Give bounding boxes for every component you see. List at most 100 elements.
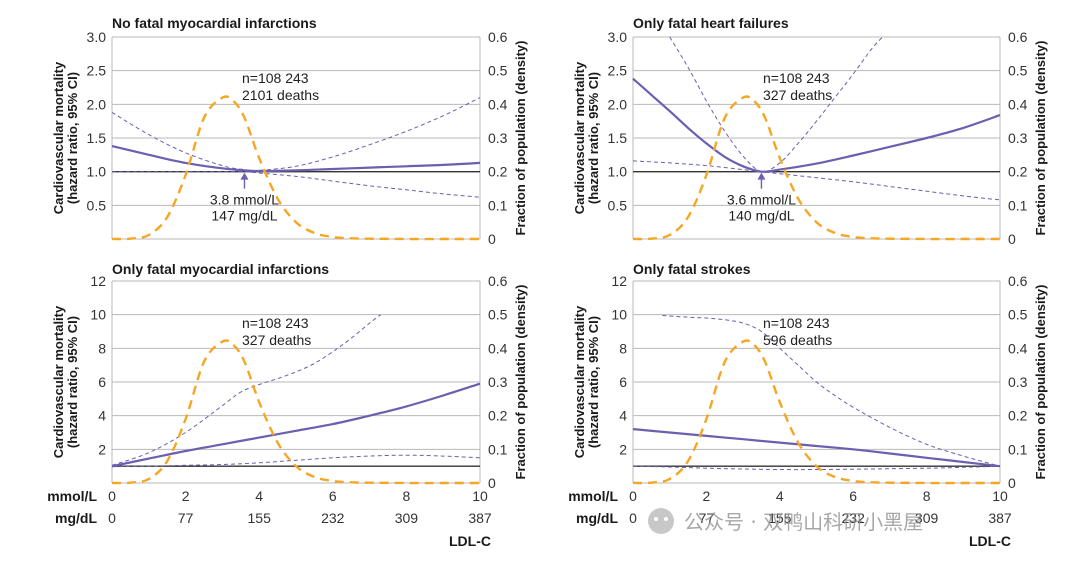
y-axis-title-line1: Cardiovascular mortality (51, 61, 66, 214)
chart-panel-2: Only fatal heart failures 3.0 2.5 2.0 1.5 1.0… (572, 15, 1048, 247)
y-tick-label: 2.0 (87, 96, 107, 112)
y2-tick-label: 0.4 (488, 340, 508, 356)
y2-tick-label: 0.5 (488, 63, 508, 79)
y2-tick-label: 0.4 (1008, 340, 1028, 356)
series-ci-lower-line (632, 160, 1001, 201)
y-tick-label: 12 (90, 273, 106, 289)
nadir-arrow-head (757, 172, 766, 180)
y-tick-label: 4 (98, 408, 106, 424)
x-tick-mmol: 10 (472, 488, 488, 504)
y-axis-title-line1: Cardiovascular mortality (572, 61, 587, 214)
chart-panel-1: No fatal myocardial infarctions 3.0 2.5 2.0… (51, 15, 528, 247)
x-tick-mgdl: 309 (395, 510, 419, 526)
x-tick-mmol: 8 (403, 488, 411, 504)
wechat-logo-eye-icon (664, 517, 668, 521)
y2-tick-label: 0 (1008, 475, 1016, 491)
series-density-line (632, 339, 1000, 485)
y-axis-title-line2: (hazard ratio, 95% CI) (65, 72, 80, 204)
y-tick-label: 1.0 (608, 164, 628, 180)
y2-axis-title: Fraction of population (density) (513, 41, 528, 236)
x-tick-mgdl: 77 (699, 510, 715, 526)
y-tick-label: 12 (611, 273, 627, 289)
series-hr-line (111, 382, 481, 468)
y2-tick-label: 0.2 (1008, 408, 1028, 424)
y2-tick-label: 0.3 (1008, 374, 1028, 390)
y-tick-label: 0.5 (608, 197, 628, 213)
y2-tick-label: 0.1 (1008, 441, 1028, 457)
y-tick-label: 2.5 (87, 63, 107, 79)
y2-tick-label: 0.1 (488, 441, 508, 457)
y-axis-title-line1: Cardiovascular mortality (572, 305, 587, 458)
wechat-logo-eye-icon (654, 517, 658, 521)
y-tick-label: 6 (98, 374, 106, 390)
series-ci-upper-line (669, 36, 883, 173)
y-axis-title-line2: (hazard ratio, 95% CI) (586, 316, 601, 448)
series-ci-lower-line (111, 171, 481, 198)
y2-tick-label: 0 (488, 231, 496, 247)
y2-tick-label: 0.5 (1008, 307, 1028, 323)
x-tick-mmol: 4 (776, 488, 784, 504)
x-tick-mgdl: 232 (321, 510, 345, 526)
annotation-deaths: 596 deaths (763, 332, 832, 348)
y2-tick-label: 0.6 (488, 273, 508, 289)
series-ci-upper-line (111, 97, 481, 172)
series-hr-line (632, 428, 1001, 468)
x-tick-mgdl: 0 (629, 510, 637, 526)
y-tick-label: 10 (90, 307, 106, 323)
x-tick-mgdl: 387 (988, 510, 1012, 526)
y2-tick-label: 0.4 (1008, 96, 1028, 112)
x-tick-mgdl: 155 (248, 510, 272, 526)
y2-tick-label: 0.6 (488, 29, 508, 45)
y2-axis-title: Fraction of population (density) (1033, 41, 1048, 236)
x-axis-title: LDL-C (969, 533, 1011, 549)
watermark: 公众号 · 双鸭山科研小黑屋 (648, 508, 923, 534)
y2-axis-title: Fraction of population (density) (513, 285, 528, 480)
x-tick-mgdl: 0 (108, 510, 116, 526)
y-tick-label: 2 (619, 441, 627, 457)
series-hr-line (111, 145, 481, 173)
watermark-text: 公众号 · 双鸭山科研小黑屋 (684, 510, 923, 534)
y-tick-label: 8 (619, 340, 627, 356)
y-axis-title-line2: (hazard ratio, 95% CI) (65, 316, 80, 448)
y-tick-label: 3.0 (87, 29, 107, 45)
nadir-arrow-head (240, 172, 249, 180)
series-density-line (111, 339, 480, 485)
y2-axis-title: Fraction of population (density) (1033, 285, 1048, 480)
nadir-mgdl-label: 140 mg/dL (728, 208, 794, 224)
x-tick-mmol: 2 (182, 488, 190, 504)
y-tick-label: 8 (98, 340, 106, 356)
x-tick-mmol: 4 (255, 488, 263, 504)
x-row-label-mgdl: mg/dL (576, 510, 618, 526)
y2-tick-label: 0.5 (1008, 63, 1028, 79)
y2-tick-label: 0.2 (488, 408, 508, 424)
annotation-n: n=108 243 (763, 315, 830, 331)
y2-tick-label: 0.3 (1008, 130, 1028, 146)
annotation-deaths: 327 deaths (242, 332, 311, 348)
y2-tick-label: 0.1 (1008, 197, 1028, 213)
y-tick-label: 3.0 (608, 29, 628, 45)
annotation-n: n=108 243 (242, 315, 309, 331)
y-tick-label: 0.5 (87, 197, 107, 213)
x-tick-mgdl: 232 (842, 510, 866, 526)
x-tick-mmol: 10 (992, 488, 1008, 504)
y-tick-label: 10 (611, 307, 627, 323)
y2-tick-label: 0 (488, 475, 496, 491)
y2-tick-label: 0.1 (488, 197, 508, 213)
series-ci-upper-line (662, 315, 1001, 467)
x-tick-mmol: 0 (629, 488, 637, 504)
chart-panel-3: Only fatal myocardial infarctions 12 10 8 6 4… (47, 261, 528, 549)
series-ci-lower-line (111, 454, 481, 468)
x-row-label-mmol: mmol/L (568, 488, 618, 504)
x-axis-title: LDL-C (449, 533, 491, 549)
x-tick-mmol: 8 (923, 488, 931, 504)
y-tick-label: 1.0 (87, 164, 107, 180)
annotation-n: n=108 243 (763, 70, 830, 86)
x-tick-mmol: 6 (329, 488, 337, 504)
y-tick-label: 4 (619, 408, 627, 424)
y2-tick-label: 0.6 (1008, 29, 1028, 45)
annotation-deaths: 2101 deaths (242, 87, 319, 103)
series-ci-upper-line (111, 314, 381, 466)
panel-title: Only fatal heart failures (633, 15, 789, 31)
y-axis-title-line2: (hazard ratio, 95% CI) (586, 72, 601, 204)
